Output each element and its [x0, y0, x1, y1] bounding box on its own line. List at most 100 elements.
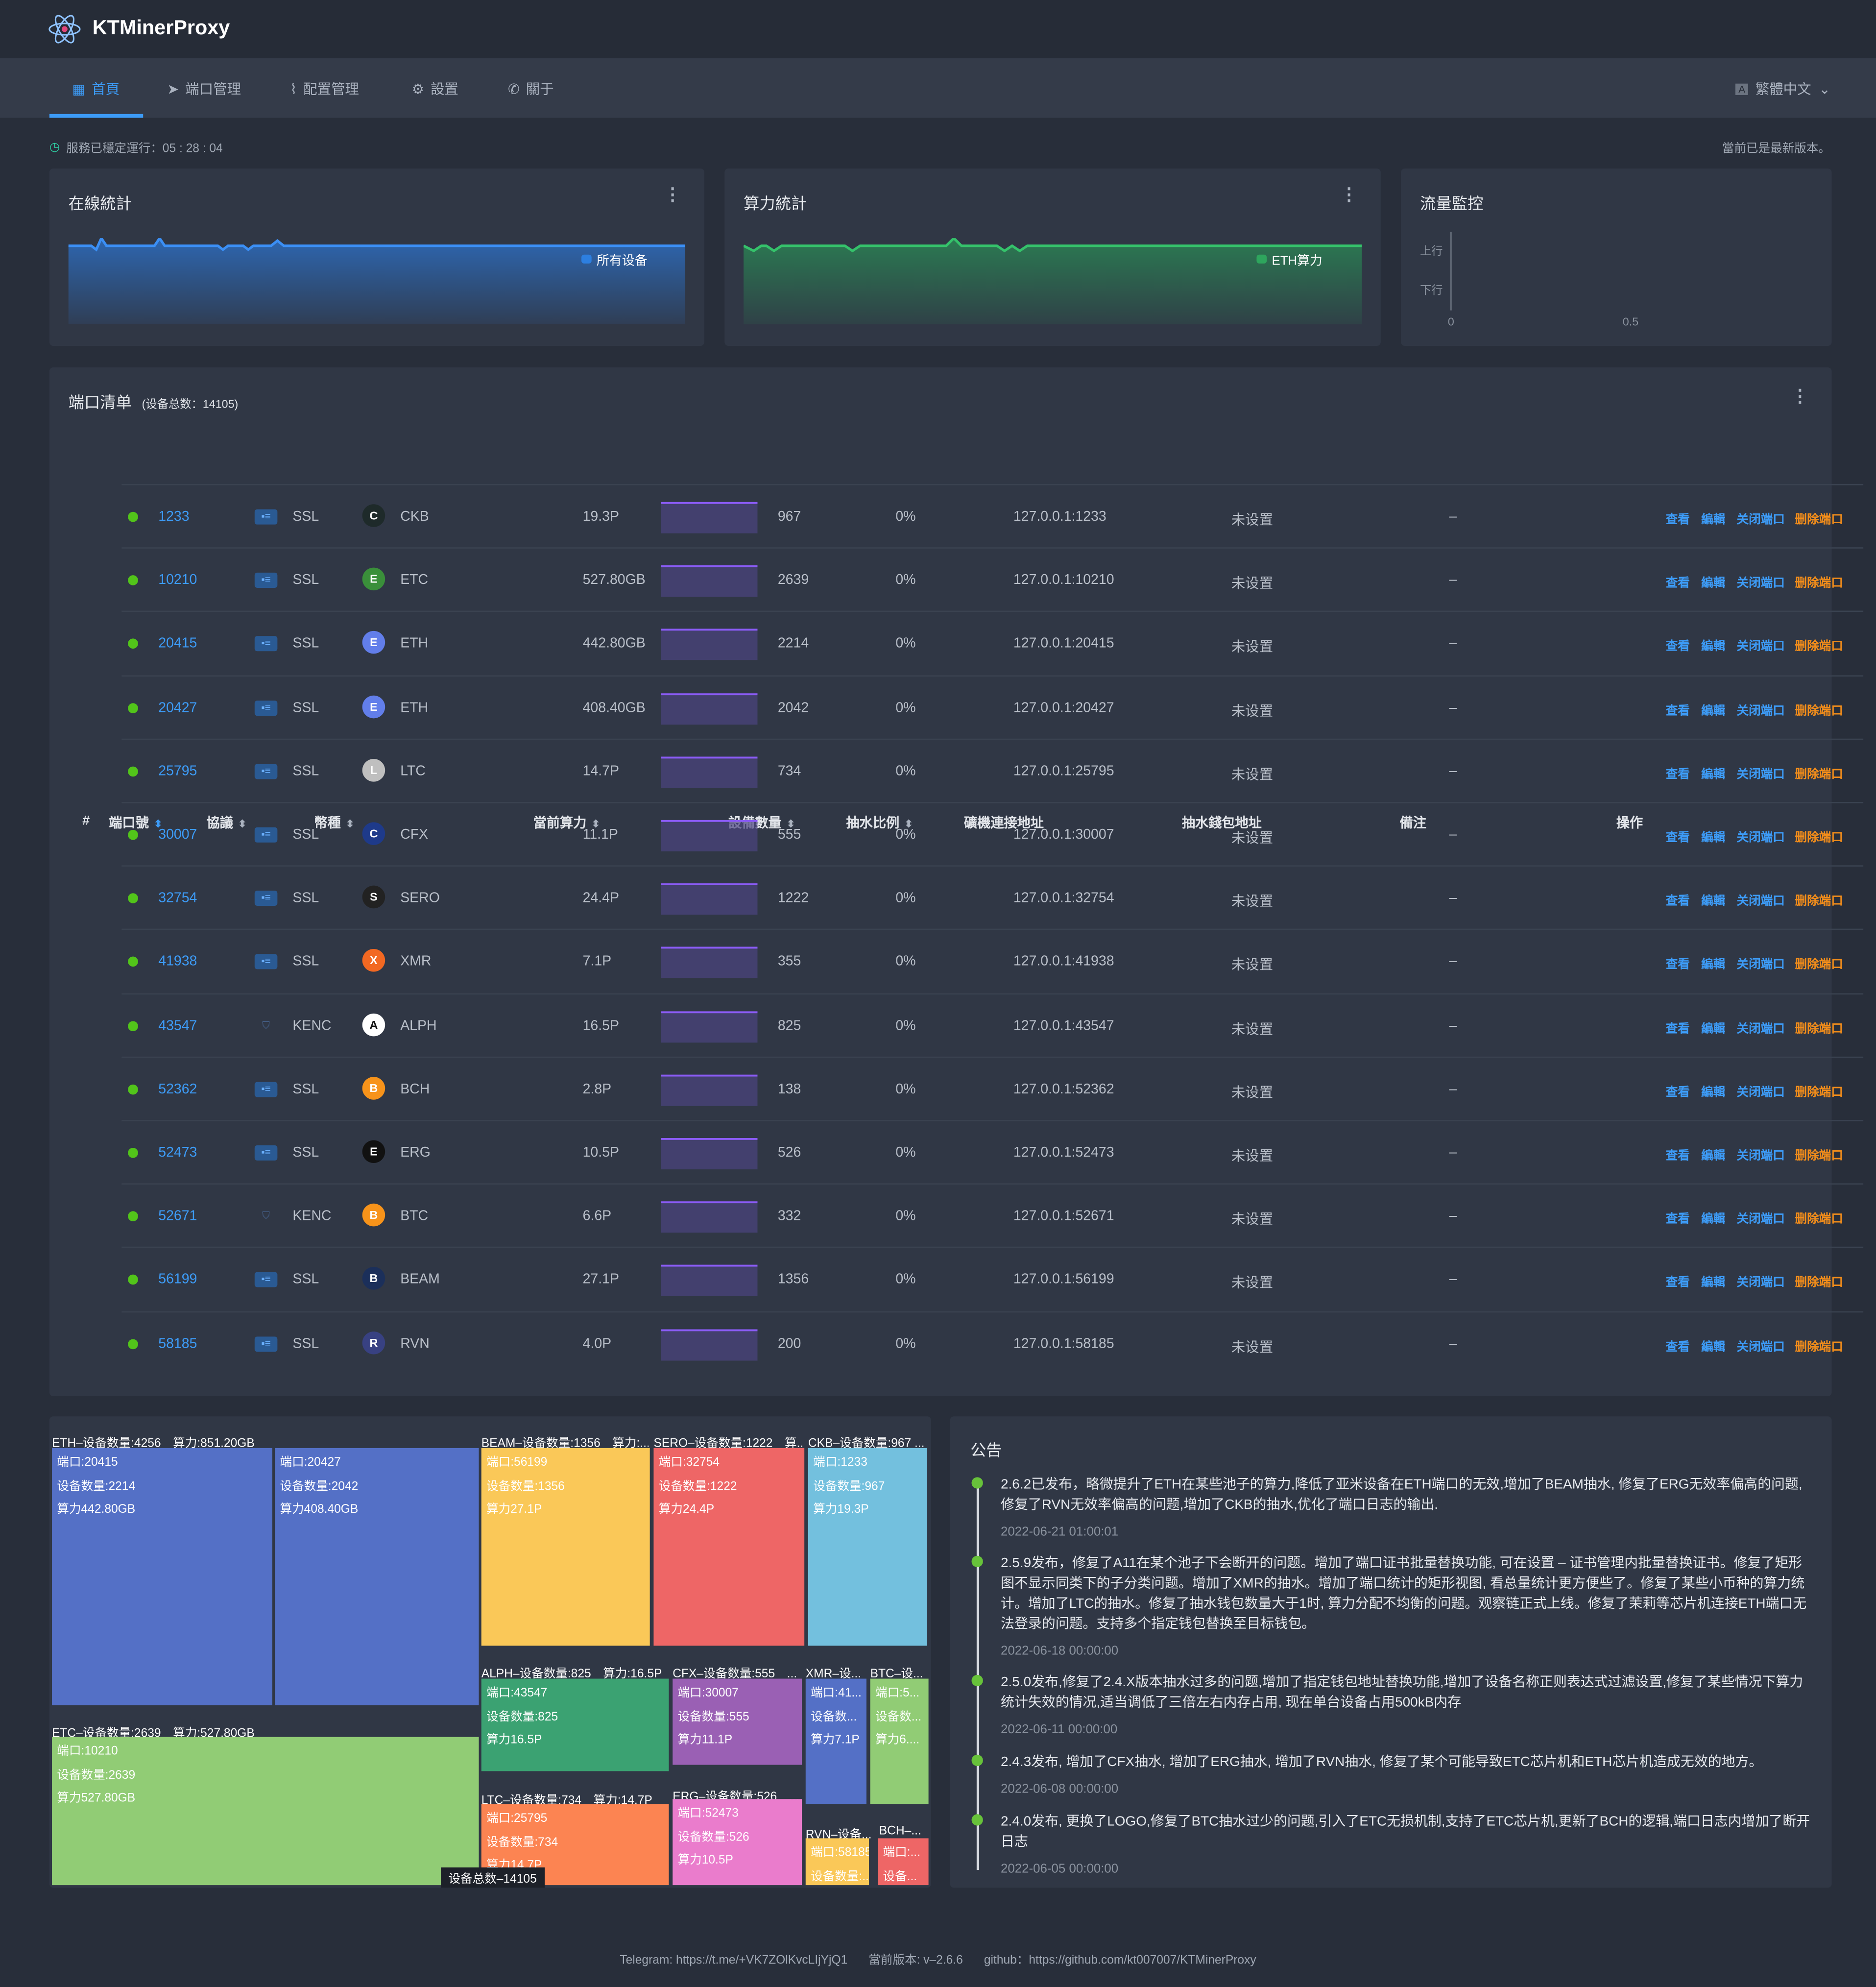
port-number-link[interactable]: 41938 [158, 954, 197, 970]
port-number-link[interactable]: 32754 [158, 891, 197, 906]
delete-port-button[interactable]: 删除端口 [1795, 703, 1843, 718]
telegram-link[interactable]: Telegram: https://t.me/+VK7ZOlKvcLIjYjQ1 [620, 1953, 848, 1968]
close-port-button[interactable]: 关闭端口 [1736, 1085, 1785, 1100]
delete-port-button[interactable]: 删除端口 [1795, 1021, 1843, 1036]
close-port-button[interactable]: 关闭端口 [1736, 1340, 1785, 1354]
port-number-link[interactable]: 25795 [158, 763, 197, 779]
view-button[interactable]: 查看 [1665, 1021, 1690, 1036]
close-port-button[interactable]: 关闭端口 [1736, 1212, 1785, 1227]
nav-settings[interactable]: ⚙ 設置 [411, 78, 458, 98]
sort-icon[interactable]: ⬍ [238, 818, 247, 830]
close-port-button[interactable]: 关闭端口 [1736, 831, 1785, 845]
chart-legend[interactable]: 所有设备 [581, 249, 647, 268]
port-number-link[interactable]: 20427 [158, 700, 197, 716]
column-header[interactable]: 端口號 ⬍ [109, 813, 162, 832]
close-port-button[interactable]: 关闭端口 [1736, 513, 1785, 527]
treemap-cell[interactable]: 端口:58185 设备数量:... [805, 1838, 869, 1886]
chart-legend[interactable]: ETH算力 [1256, 249, 1323, 268]
close-port-button[interactable]: 关闭端口 [1736, 958, 1785, 972]
edit-button[interactable]: 編輯 [1701, 1085, 1726, 1100]
view-button[interactable]: 查看 [1665, 513, 1690, 527]
view-button[interactable]: 查看 [1665, 1276, 1690, 1290]
treemap-cell[interactable]: 端口:56199 设备数量:1356 算力27.1P [481, 1448, 650, 1646]
edit-button[interactable]: 編輯 [1701, 577, 1726, 591]
port-number-link[interactable]: 58185 [158, 1336, 197, 1352]
close-port-button[interactable]: 关闭端口 [1736, 577, 1785, 591]
treemap-cell[interactable]: 端口:1233 设备数量:967 算力19.3P [808, 1448, 928, 1646]
sort-icon[interactable]: ⬍ [154, 818, 163, 830]
delete-port-button[interactable]: 删除端口 [1795, 513, 1843, 527]
port-number-link[interactable]: 10210 [158, 573, 197, 588]
delete-port-button[interactable]: 删除端口 [1795, 577, 1843, 591]
edit-button[interactable]: 編輯 [1701, 1021, 1726, 1036]
edit-button[interactable]: 編輯 [1701, 703, 1726, 718]
view-button[interactable]: 查看 [1665, 703, 1690, 718]
nav-config-management[interactable]: ⌇ 配置管理 [290, 78, 359, 98]
treemap-cell[interactable]: 端口:10210 设备数量:2639 算力527.80GB [52, 1737, 479, 1886]
treemap-cell[interactable]: 端口:... 设备... [878, 1838, 929, 1886]
treemap-cell[interactable]: 端口:52473 设备数量:526 算力10.5P [673, 1799, 802, 1886]
edit-button[interactable]: 編輯 [1701, 640, 1726, 654]
edit-button[interactable]: 編輯 [1701, 1149, 1726, 1163]
view-button[interactable]: 查看 [1665, 1149, 1690, 1163]
edit-button[interactable]: 編輯 [1701, 895, 1726, 909]
nav-port-management[interactable]: ➤ 端口管理 [167, 78, 241, 98]
delete-port-button[interactable]: 删除端口 [1795, 1340, 1843, 1354]
edit-button[interactable]: 編輯 [1701, 958, 1726, 972]
sort-icon[interactable]: ⬍ [346, 818, 355, 830]
delete-port-button[interactable]: 删除端口 [1795, 958, 1843, 972]
port-number-link[interactable]: 30007 [158, 827, 197, 843]
treemap-cell[interactable]: 端口:30007 设备数量:555 算力11.1P [673, 1678, 802, 1765]
delete-port-button[interactable]: 删除端口 [1795, 895, 1843, 909]
edit-button[interactable]: 編輯 [1701, 1276, 1726, 1290]
view-button[interactable]: 查看 [1665, 895, 1690, 909]
column-header[interactable]: 抽水比例 ⬍ [846, 813, 913, 832]
treemap-cell[interactable]: 端口:32754 设备数量:1222 算力24.4P [653, 1448, 805, 1646]
nav-about[interactable]: ✆ 關于 [508, 78, 554, 98]
more-menu-icon[interactable]: ⋮ [664, 183, 682, 204]
github-link[interactable]: github：https://github.com/kt007007/KTMin… [984, 1953, 1256, 1968]
close-port-button[interactable]: 关闭端口 [1736, 703, 1785, 718]
close-port-button[interactable]: 关闭端口 [1736, 1276, 1785, 1290]
treemap-cell[interactable]: 端口:41... 设备数... 算力7.1P [805, 1678, 866, 1804]
language-select[interactable]: A 繁體中文 ⌄ [1736, 78, 1830, 98]
edit-button[interactable]: 編輯 [1701, 767, 1726, 782]
view-button[interactable]: 查看 [1665, 1212, 1690, 1227]
view-button[interactable]: 查看 [1665, 767, 1690, 782]
port-number-link[interactable]: 20415 [158, 636, 197, 652]
treemap-cell[interactable]: 端口:5... 设备数... 算力6.... [870, 1678, 929, 1804]
nav-home[interactable]: ▦ 首頁 [72, 78, 120, 98]
treemap-cell[interactable]: 端口:43547 设备数量:825 算力16.5P [481, 1678, 669, 1771]
edit-button[interactable]: 編輯 [1701, 1212, 1726, 1227]
treemap-cell[interactable]: 端口:20415 设备数量:2214 算力442.80GB [52, 1448, 273, 1705]
delete-port-button[interactable]: 删除端口 [1795, 1212, 1843, 1227]
view-button[interactable]: 查看 [1665, 640, 1690, 654]
column-header[interactable]: 協議 ⬍ [207, 813, 247, 832]
edit-button[interactable]: 編輯 [1701, 513, 1726, 527]
view-button[interactable]: 查看 [1665, 958, 1690, 972]
more-menu-icon[interactable]: ⋮ [1340, 183, 1358, 204]
treemap-cell[interactable]: 端口:20427 设备数量:2042 算力408.40GB [275, 1448, 479, 1705]
close-port-button[interactable]: 关闭端口 [1736, 640, 1785, 654]
close-port-button[interactable]: 关闭端口 [1736, 895, 1785, 909]
port-number-link[interactable]: 56199 [158, 1272, 197, 1288]
delete-port-button[interactable]: 删除端口 [1795, 831, 1843, 845]
sort-icon[interactable]: ⬍ [904, 818, 913, 830]
view-button[interactable]: 查看 [1665, 1085, 1690, 1100]
delete-port-button[interactable]: 删除端口 [1795, 1149, 1843, 1163]
close-port-button[interactable]: 关闭端口 [1736, 767, 1785, 782]
view-button[interactable]: 查看 [1665, 831, 1690, 845]
edit-button[interactable]: 編輯 [1701, 1340, 1726, 1354]
delete-port-button[interactable]: 删除端口 [1795, 767, 1843, 782]
port-number-link[interactable]: 52671 [158, 1209, 197, 1224]
delete-port-button[interactable]: 删除端口 [1795, 1276, 1843, 1290]
view-button[interactable]: 查看 [1665, 1340, 1690, 1354]
more-menu-icon[interactable]: ⋮ [1791, 385, 1809, 406]
column-header[interactable]: 當前算力 ⬍ [533, 813, 600, 832]
close-port-button[interactable]: 关闭端口 [1736, 1149, 1785, 1163]
edit-button[interactable]: 編輯 [1701, 831, 1726, 845]
port-number-link[interactable]: 52362 [158, 1082, 197, 1097]
close-port-button[interactable]: 关闭端口 [1736, 1021, 1785, 1036]
sort-icon[interactable]: ⬍ [591, 818, 601, 830]
delete-port-button[interactable]: 删除端口 [1795, 640, 1843, 654]
